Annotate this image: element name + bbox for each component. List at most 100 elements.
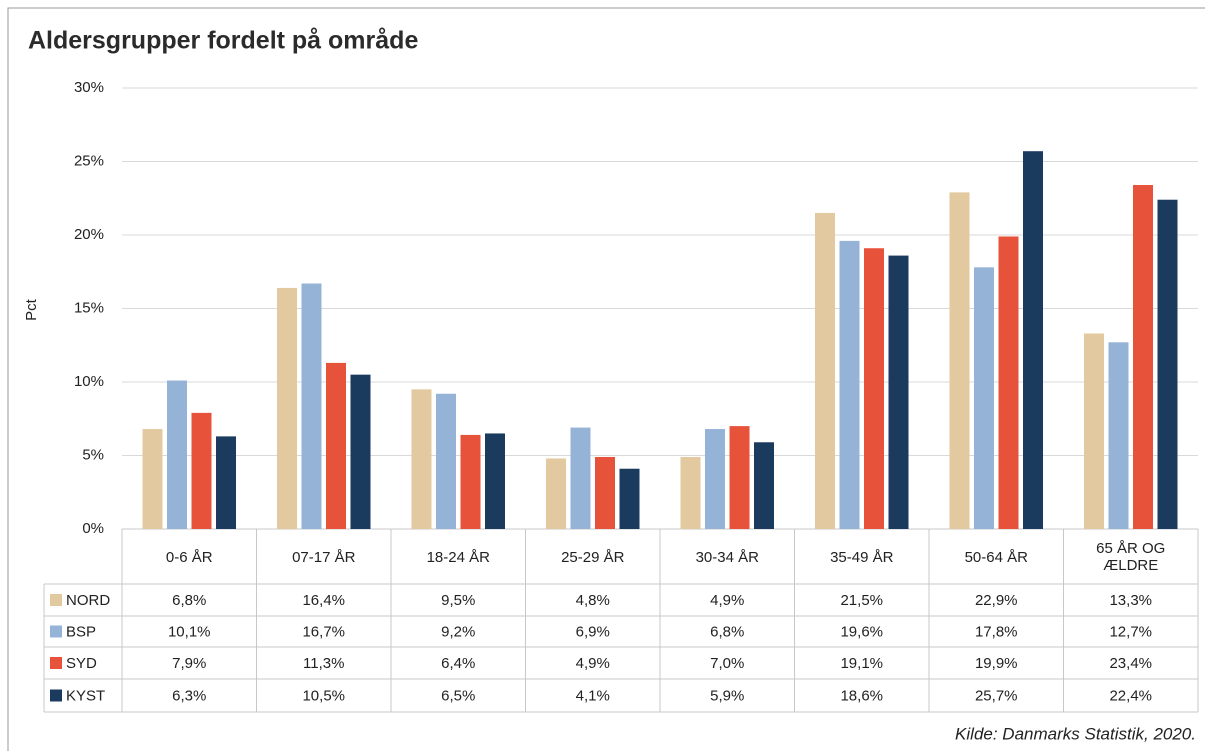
x-tick-text: 65 ÅR OG ÆLDRE xyxy=(1096,540,1166,574)
bar xyxy=(864,248,884,530)
table-value: 17,8% xyxy=(975,623,1018,640)
frame xyxy=(7,7,1205,751)
x-tick-text: 25-29 ÅR xyxy=(561,548,625,566)
table-value: 10,5% xyxy=(302,687,345,704)
table-value: 7,9% xyxy=(172,655,206,672)
legend-swatch xyxy=(50,657,62,669)
bar xyxy=(619,468,640,529)
table-value: 6,5% xyxy=(441,687,475,704)
bar xyxy=(595,456,615,529)
table-value: 10,1% xyxy=(168,623,211,640)
table-value: 12,7% xyxy=(1109,623,1152,640)
table-value: 4,8% xyxy=(576,592,610,609)
bar xyxy=(1084,333,1104,529)
table-value: 9,2% xyxy=(441,623,475,640)
x-tick-text: 30-34 ÅR xyxy=(695,548,759,566)
bar xyxy=(1157,199,1178,529)
bar xyxy=(729,426,750,529)
table-value: 22,4% xyxy=(1109,687,1152,704)
table-value: 19,6% xyxy=(840,623,883,640)
y-tick-label: 30% xyxy=(74,79,104,96)
x-tick-label: 65 ÅR OG ÆLDRE xyxy=(1064,530,1199,584)
table-value: 6,9% xyxy=(576,623,610,640)
legend-label: KYST xyxy=(66,687,105,704)
bar xyxy=(142,429,163,529)
y-tick-label: 0% xyxy=(82,520,104,537)
y-tick-label: 20% xyxy=(74,226,104,243)
table-value: 7,0% xyxy=(710,655,744,672)
y-axis-label: Pct xyxy=(23,298,40,321)
table-value: 6,8% xyxy=(710,623,744,640)
bar xyxy=(326,362,346,529)
y-tick-label: 5% xyxy=(82,446,104,463)
bar xyxy=(167,380,187,529)
legend-label: NORD xyxy=(66,592,110,609)
bar xyxy=(460,434,481,529)
legend-swatch xyxy=(50,689,62,702)
bar xyxy=(277,287,297,529)
table-value: 9,5% xyxy=(441,592,475,609)
x-tick-text: 0-6 ÅR xyxy=(165,548,213,566)
bar xyxy=(998,236,1019,529)
x-tick-text: 50-64 ÅR xyxy=(964,548,1028,566)
table-value: 4,9% xyxy=(576,655,610,672)
table-value: 4,9% xyxy=(710,592,744,609)
x-tick-label: 30-34 ÅR xyxy=(660,530,795,584)
x-tick-text: 07-17 ÅR xyxy=(292,548,356,566)
table-value: 6,8% xyxy=(172,592,206,609)
bar xyxy=(216,436,236,529)
bar xyxy=(754,442,774,529)
legend-swatch xyxy=(50,594,62,606)
legend-label: SYD xyxy=(66,655,97,672)
table-value: 16,7% xyxy=(302,623,345,640)
table-value: 16,4% xyxy=(302,592,345,609)
bar xyxy=(680,456,701,529)
chart-title: Aldersgrupper fordelt på område xyxy=(28,27,418,55)
table-value: 5,9% xyxy=(710,687,744,704)
table-value: 19,1% xyxy=(840,655,883,672)
source: Kilde: Danmarks Statistik, 2020. xyxy=(955,724,1196,743)
x-tick-label: 18-24 ÅR xyxy=(391,530,526,584)
bar xyxy=(705,429,725,529)
bar xyxy=(1108,342,1129,529)
bar xyxy=(485,433,505,529)
table-value: 23,4% xyxy=(1109,655,1152,672)
bar xyxy=(350,374,371,529)
table-value: 18,6% xyxy=(840,687,883,704)
legend-label: BSP xyxy=(66,623,96,640)
bar xyxy=(191,412,212,529)
y-tick-label: 15% xyxy=(74,299,104,316)
table-value: 6,3% xyxy=(172,687,206,704)
table-value: 19,9% xyxy=(975,655,1018,672)
bar xyxy=(570,427,591,529)
x-tick-label: 0-6 ÅR xyxy=(122,530,257,584)
table-value: 6,4% xyxy=(441,655,475,672)
bar xyxy=(815,212,835,529)
bar xyxy=(546,458,566,529)
x-tick-text: 18-24 ÅR xyxy=(426,548,490,566)
x-tick-label: 25-29 ÅR xyxy=(526,530,661,584)
table-value: 25,7% xyxy=(975,687,1018,704)
y-tick-label: 10% xyxy=(74,373,104,390)
legend-swatch xyxy=(50,625,62,638)
bar xyxy=(1023,151,1043,529)
bar xyxy=(1133,185,1153,529)
table-value: 4,1% xyxy=(576,687,610,704)
bar xyxy=(888,255,909,529)
x-tick-label: 07-17 ÅR xyxy=(257,530,392,584)
bar xyxy=(839,240,860,529)
table-value: 11,3% xyxy=(303,655,344,672)
x-tick-label: 35-49 ÅR xyxy=(795,530,930,584)
x-tick-label: 50-64 ÅR xyxy=(929,530,1064,584)
x-tick-text: 35-49 ÅR xyxy=(830,548,894,566)
bar xyxy=(301,283,322,529)
bar xyxy=(436,393,456,529)
y-tick-label: 25% xyxy=(74,152,104,169)
table-value: 22,9% xyxy=(975,592,1018,609)
table-value: 21,5% xyxy=(840,592,883,609)
bar xyxy=(974,267,994,529)
bar xyxy=(411,389,432,529)
bar xyxy=(949,192,970,529)
